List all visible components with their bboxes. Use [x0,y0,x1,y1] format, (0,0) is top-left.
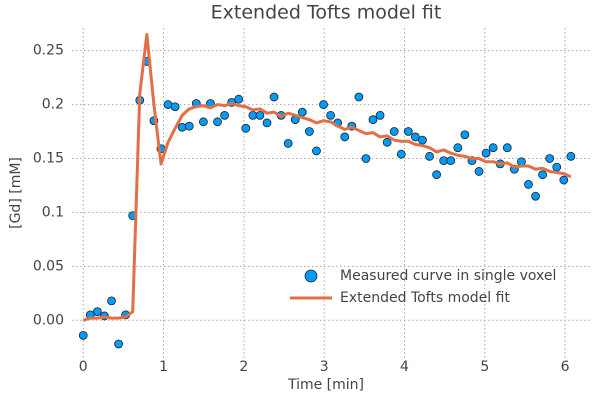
data-point [177,122,187,132]
data-point [368,115,378,125]
data-point [312,146,321,156]
data-point [559,175,569,185]
x-tick-label: 6 [561,359,570,375]
data-point [425,151,434,161]
data-point [502,143,512,153]
data-point [389,127,399,136]
data-point [382,137,392,147]
data-point [255,110,265,120]
data-point [481,148,491,158]
data-point [531,191,540,201]
data-point [220,110,229,120]
legend-marker [304,269,318,283]
data-point [107,296,116,306]
data-point [184,121,194,131]
data-point [262,118,272,128]
y-tick-label: 0.00 [33,312,64,328]
x-tick-label: 3 [320,359,329,375]
x-tick-label: 4 [400,359,409,375]
y-tick-label: 0.2 [42,97,64,113]
data-point [524,179,533,189]
data-point [432,170,442,180]
x-axis-label: Time [min] [287,377,364,393]
data-point [396,149,406,159]
data-point [340,132,350,142]
data-point [319,100,328,109]
data-point [488,143,498,153]
legend-label: Measured curve in single voxel [340,268,556,284]
data-point [92,307,102,317]
x-tick-label: 5 [480,359,489,375]
y-tick-label: 0.05 [33,258,64,274]
fit-line [82,32,572,322]
data-point [170,102,180,112]
data-point [361,154,371,163]
data-point [234,94,244,104]
data-point [269,92,279,102]
data-point [354,92,364,102]
data-point [418,135,427,145]
data-point [375,110,385,120]
y-tick-label: 0.1 [42,204,64,220]
data-point [411,132,420,142]
data-point [304,127,314,136]
data-point [552,162,562,172]
y-axis-label: [Gd] [mM] [8,157,24,229]
data-point [517,157,526,167]
data-point [545,154,555,163]
data-point [453,143,463,153]
data-point [114,339,123,349]
x-tick-label: 0 [79,359,88,375]
data-point [460,130,470,140]
x-tick-label: 2 [239,359,248,375]
data-point [538,170,548,180]
data-point [213,117,222,127]
legend-label: Extended Tofts model fit [340,290,510,306]
data-point [474,167,484,176]
data-point [326,110,335,120]
data-point [198,117,208,127]
data-point [283,138,293,148]
data-point [446,156,456,166]
data-point [297,107,307,117]
data-point [403,127,413,136]
data-point [241,123,251,133]
y-tick-label: 0.15 [33,150,64,166]
data-point [78,330,88,340]
y-tick-label: 0.25 [33,43,64,59]
x-tick-label: 1 [159,359,168,375]
data-point [566,151,576,161]
chart-title: Extended Tofts model fit [211,2,442,24]
